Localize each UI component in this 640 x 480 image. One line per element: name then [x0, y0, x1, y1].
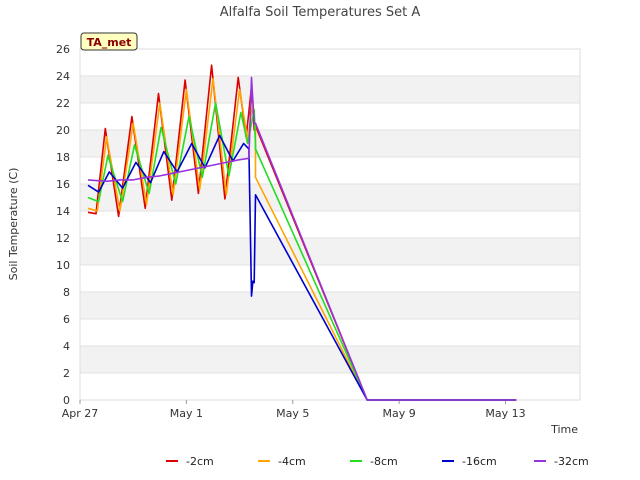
- legend-label: -2cm: [186, 455, 214, 468]
- band: [80, 184, 580, 211]
- x-tick-label: May 13: [485, 407, 525, 420]
- series-lines: [87, 64, 517, 401]
- y-tick-label: 22: [56, 97, 70, 110]
- plot-frame: [79, 48, 581, 401]
- series-line-32cm: [87, 76, 517, 401]
- y-tick-label: 8: [63, 286, 70, 299]
- series-line-8cm: [87, 102, 517, 401]
- y-axis-label: Soil Temperature (C): [7, 168, 20, 281]
- x-tick-label: May 5: [276, 407, 309, 420]
- band: [80, 346, 580, 373]
- legend-label: -16cm: [462, 455, 497, 468]
- y-tick-label: 14: [56, 205, 70, 218]
- y-tick-label: 26: [56, 43, 70, 56]
- legend-label: -8cm: [370, 455, 398, 468]
- chart-title: Alfalfa Soil Temperatures Set A: [220, 5, 421, 20]
- x-axis: Apr 27 May 1 May 5 May 9 May 13: [62, 400, 526, 420]
- y-tick-label: 0: [63, 394, 70, 407]
- y-tick-label: 2: [63, 367, 70, 380]
- legend-label: -32cm: [554, 455, 589, 468]
- y-tick-label: 4: [63, 340, 70, 353]
- y-tick-label: 24: [56, 70, 70, 83]
- series-line-16cm: [87, 134, 517, 401]
- band: [80, 76, 580, 103]
- x-axis-label: Time: [550, 423, 578, 436]
- badge-label: TA_met: [87, 36, 132, 49]
- y-tick-label: 18: [56, 151, 70, 164]
- legend-label: -4cm: [278, 455, 306, 468]
- y-tick-label: 12: [56, 232, 70, 245]
- band: [80, 238, 580, 265]
- y-tick-label: 10: [56, 259, 70, 272]
- y-tick-label: 16: [56, 178, 70, 191]
- x-tick-label: May 1: [170, 407, 203, 420]
- x-tick-label: Apr 27: [62, 407, 99, 420]
- badge: TA_met: [80, 32, 138, 51]
- legend: -2cm -4cm -8cm -16cm -32cm: [166, 455, 589, 468]
- y-tick-label: 20: [56, 124, 70, 137]
- x-tick-label: May 9: [383, 407, 416, 420]
- badge-box: [80, 32, 138, 51]
- y-tick-label: 6: [63, 313, 70, 326]
